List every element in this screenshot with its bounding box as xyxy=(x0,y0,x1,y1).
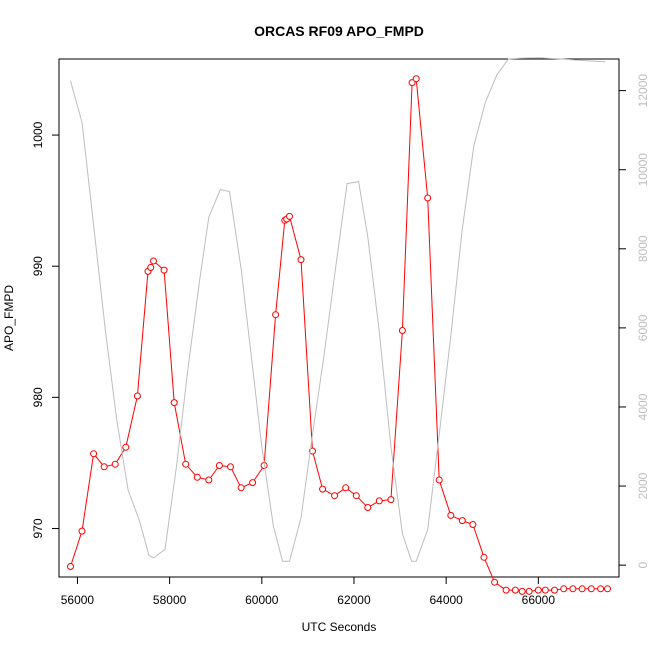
data-point xyxy=(111,460,119,468)
data-point xyxy=(215,462,223,469)
data-point xyxy=(309,447,316,455)
data-point xyxy=(551,586,558,594)
data-point xyxy=(480,553,488,561)
data-point xyxy=(227,463,234,471)
data-point xyxy=(560,585,568,593)
y2-tick-label: 10000 xyxy=(636,153,650,187)
data-point xyxy=(297,256,305,264)
data-point xyxy=(170,399,178,407)
plot-area-frame xyxy=(58,58,620,578)
data-point xyxy=(150,257,157,265)
data-point xyxy=(412,75,420,83)
data-point xyxy=(604,585,611,593)
data-point xyxy=(447,511,455,519)
data-point xyxy=(458,517,466,525)
data-point xyxy=(398,327,406,334)
data-point xyxy=(525,587,533,595)
data-point xyxy=(424,194,432,202)
data-point xyxy=(160,266,168,274)
data-point xyxy=(237,484,245,492)
data-point xyxy=(408,79,416,87)
data-point xyxy=(67,563,74,570)
data-point xyxy=(352,492,360,500)
primary-series-line xyxy=(70,77,608,592)
data-point xyxy=(597,585,605,593)
x-tick-label: 66000 xyxy=(522,593,556,607)
data-point xyxy=(78,527,86,535)
axes: 56000 58000 60000 62000 64000 660009709809901… xyxy=(31,74,650,607)
data-point xyxy=(122,443,130,451)
x-tick-label: 64000 xyxy=(429,593,463,607)
y-tick-label: 970 xyxy=(31,518,45,538)
y2-tick-label: 2000 xyxy=(636,472,650,499)
data-point xyxy=(249,479,257,487)
secondary-series-line xyxy=(70,57,606,562)
data-point xyxy=(502,586,510,594)
data-point xyxy=(100,463,108,471)
data-point xyxy=(587,585,595,593)
data-point xyxy=(578,585,586,593)
data-point xyxy=(541,586,549,594)
y-tick-label: 980 xyxy=(31,387,45,407)
y2-tick-label: 6000 xyxy=(636,314,650,341)
data-point xyxy=(342,484,350,492)
x-axis-label: UTC Seconds xyxy=(302,620,377,634)
data-point xyxy=(147,264,155,271)
y2-tick-label: 12000 xyxy=(636,74,650,108)
x-tick-label: 62000 xyxy=(337,593,371,607)
x-tick-label: 56000 xyxy=(61,593,95,607)
data-point xyxy=(435,476,443,484)
data-point xyxy=(182,460,190,468)
data-point xyxy=(205,476,213,484)
data-point xyxy=(491,578,499,586)
data-point xyxy=(90,450,98,458)
y2-tick-label: 4000 xyxy=(636,393,650,420)
data-point xyxy=(331,492,339,500)
data-point xyxy=(534,586,542,594)
series-layer xyxy=(67,57,611,595)
chart-title: ORCAS RF09 APO_FMPD xyxy=(254,23,424,39)
data-point xyxy=(511,586,519,594)
data-point xyxy=(319,485,327,493)
data-point xyxy=(518,587,526,595)
x-tick-label: 58000 xyxy=(153,593,187,607)
y2-tick-label: 8000 xyxy=(636,235,650,262)
y-tick-label: 990 xyxy=(31,256,45,276)
data-point xyxy=(133,392,141,400)
data-point xyxy=(193,473,201,481)
y-axis-label: APO_FMPD xyxy=(2,285,16,351)
data-point xyxy=(375,497,383,505)
y-tick-label: 1000 xyxy=(31,121,45,148)
data-point xyxy=(364,504,372,511)
data-point xyxy=(469,521,477,528)
data-point xyxy=(272,311,280,319)
data-point xyxy=(286,212,293,220)
y2-tick-label: 0 xyxy=(636,561,650,568)
data-point xyxy=(387,496,395,504)
data-point xyxy=(569,585,577,593)
x-tick-label: 60000 xyxy=(245,593,279,607)
